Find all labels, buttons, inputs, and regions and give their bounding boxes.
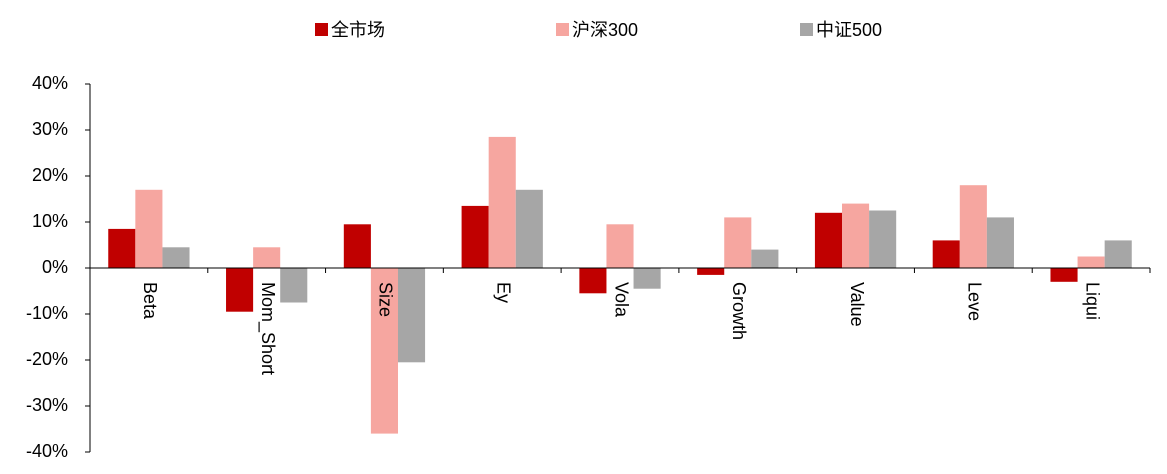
y-tick-label: 40% [32, 73, 68, 93]
bar [343, 224, 371, 268]
x-tick-label: Leve [965, 282, 985, 321]
legend-label: 全市场 [331, 20, 385, 40]
bar [461, 205, 489, 268]
y-tick-label: 30% [32, 119, 68, 139]
bar [814, 212, 843, 268]
bar [515, 189, 543, 268]
x-tick-label: Size [376, 282, 396, 317]
bar [869, 210, 897, 268]
bar [488, 136, 516, 268]
y-tick-label: 20% [32, 165, 68, 185]
legend-swatch [315, 23, 328, 36]
y-tick-label: -10% [26, 303, 68, 323]
x-tick-label: Beta [140, 282, 160, 320]
legend-label: 沪深300 [572, 20, 638, 40]
bar [842, 203, 870, 268]
bar [724, 217, 752, 268]
y-tick-label: -30% [26, 395, 68, 415]
bar [751, 249, 779, 268]
bar [1050, 268, 1078, 282]
bar [226, 268, 254, 312]
bar [253, 247, 281, 268]
x-tick-label: Mom_Short [257, 282, 278, 375]
bar [1104, 240, 1132, 268]
x-tick-label: Vola [611, 282, 631, 318]
bar [986, 217, 1014, 268]
bar [579, 268, 607, 294]
bar [697, 268, 725, 275]
bar [397, 268, 426, 363]
bar [633, 268, 661, 289]
y-tick-label: -20% [26, 349, 68, 369]
bar [932, 240, 960, 268]
y-tick-label: 0% [42, 257, 68, 277]
x-tick-label: Ey [493, 282, 513, 303]
bar [606, 224, 634, 268]
x-tick-label: Liqui [1082, 282, 1102, 320]
bar [162, 247, 190, 268]
bar [1077, 256, 1105, 268]
bar [370, 268, 398, 434]
bar [108, 228, 136, 268]
bar [280, 268, 308, 303]
legend-label: 中证500 [816, 20, 882, 40]
y-tick-label: -40% [26, 441, 68, 461]
x-tick-label: Value [847, 282, 867, 327]
legend-swatch [556, 23, 569, 36]
bar [135, 189, 163, 268]
bar [959, 185, 987, 268]
y-tick-label: 10% [32, 211, 68, 231]
legend-swatch [800, 23, 813, 36]
x-tick-label: Growth [729, 282, 749, 340]
